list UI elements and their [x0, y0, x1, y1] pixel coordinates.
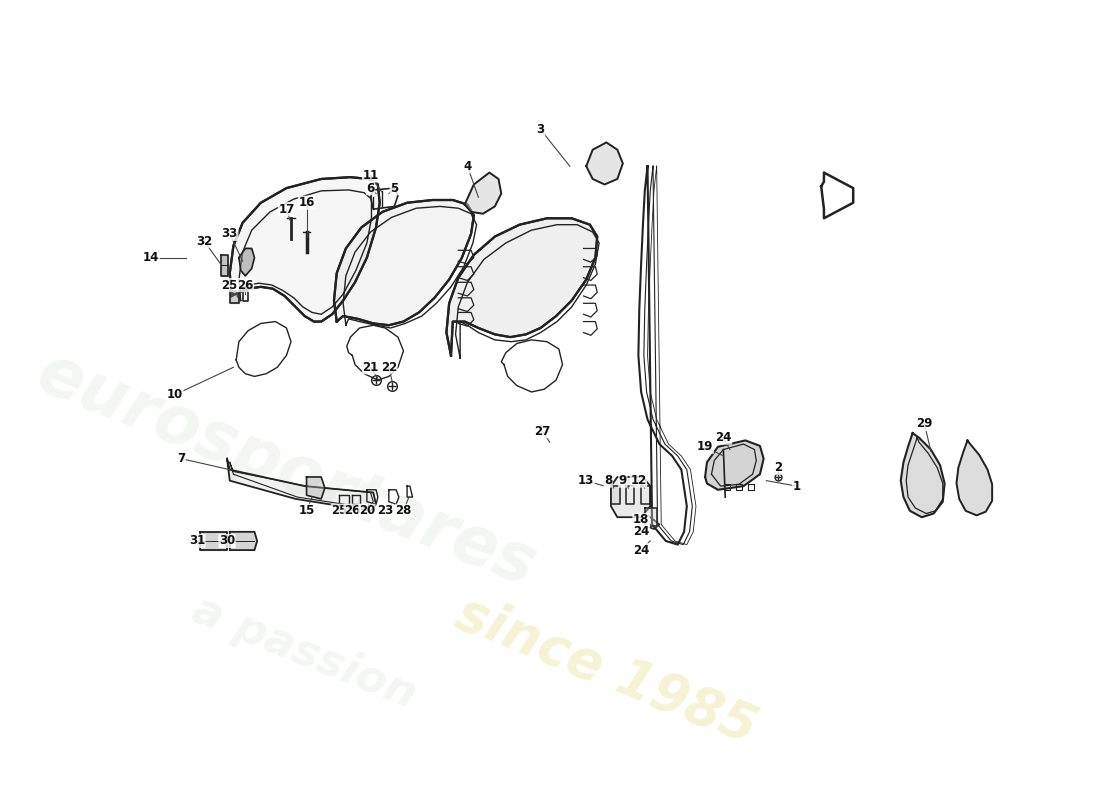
- Polygon shape: [230, 291, 239, 303]
- Polygon shape: [230, 177, 380, 322]
- Text: 33: 33: [221, 227, 238, 240]
- Text: 12: 12: [630, 474, 647, 487]
- Polygon shape: [239, 249, 254, 276]
- Text: 23: 23: [377, 504, 394, 518]
- Text: 21: 21: [362, 361, 378, 374]
- Text: 5: 5: [390, 182, 398, 194]
- Text: 17: 17: [278, 202, 295, 216]
- Polygon shape: [307, 477, 324, 499]
- Text: 3: 3: [537, 123, 544, 136]
- Text: 4: 4: [463, 160, 472, 173]
- Text: 16: 16: [298, 196, 315, 210]
- Text: 22: 22: [381, 361, 397, 374]
- Text: 19: 19: [697, 440, 713, 454]
- Text: 14: 14: [143, 251, 160, 264]
- Polygon shape: [957, 441, 992, 515]
- Polygon shape: [901, 433, 945, 517]
- Text: 28: 28: [395, 504, 411, 518]
- Polygon shape: [230, 532, 257, 550]
- Polygon shape: [334, 200, 474, 326]
- Polygon shape: [645, 508, 657, 526]
- Text: 24: 24: [715, 431, 732, 444]
- Text: 24: 24: [632, 544, 649, 557]
- Text: 13: 13: [579, 474, 594, 487]
- Text: 11: 11: [362, 169, 378, 182]
- Text: 30: 30: [219, 534, 235, 547]
- Text: 9: 9: [618, 474, 627, 487]
- Polygon shape: [199, 532, 227, 550]
- Text: 20: 20: [359, 504, 375, 518]
- Polygon shape: [705, 441, 763, 490]
- Polygon shape: [227, 458, 376, 510]
- Polygon shape: [610, 477, 650, 517]
- Text: 25: 25: [221, 278, 238, 291]
- Text: 26: 26: [344, 504, 361, 518]
- Text: 26: 26: [238, 278, 253, 291]
- Text: 6: 6: [366, 182, 375, 194]
- Text: 32: 32: [196, 234, 212, 248]
- Text: 29: 29: [916, 418, 933, 430]
- Text: eurosportares: eurosportares: [28, 339, 546, 600]
- Text: 18: 18: [632, 514, 649, 526]
- Polygon shape: [221, 255, 228, 276]
- Polygon shape: [586, 142, 623, 185]
- Text: 27: 27: [535, 425, 550, 438]
- Text: 8: 8: [604, 474, 613, 487]
- Text: 2: 2: [774, 462, 782, 474]
- Polygon shape: [610, 486, 620, 505]
- Text: 31: 31: [189, 534, 205, 547]
- Text: 7: 7: [177, 452, 186, 465]
- Polygon shape: [464, 173, 502, 214]
- Text: 10: 10: [167, 388, 183, 402]
- Text: 25: 25: [331, 504, 348, 518]
- Text: 15: 15: [298, 504, 315, 518]
- Text: a passion: a passion: [186, 588, 424, 717]
- Text: 1: 1: [792, 480, 801, 493]
- Text: since 1985: since 1985: [449, 587, 764, 754]
- Polygon shape: [447, 218, 597, 355]
- Text: 24: 24: [632, 526, 649, 538]
